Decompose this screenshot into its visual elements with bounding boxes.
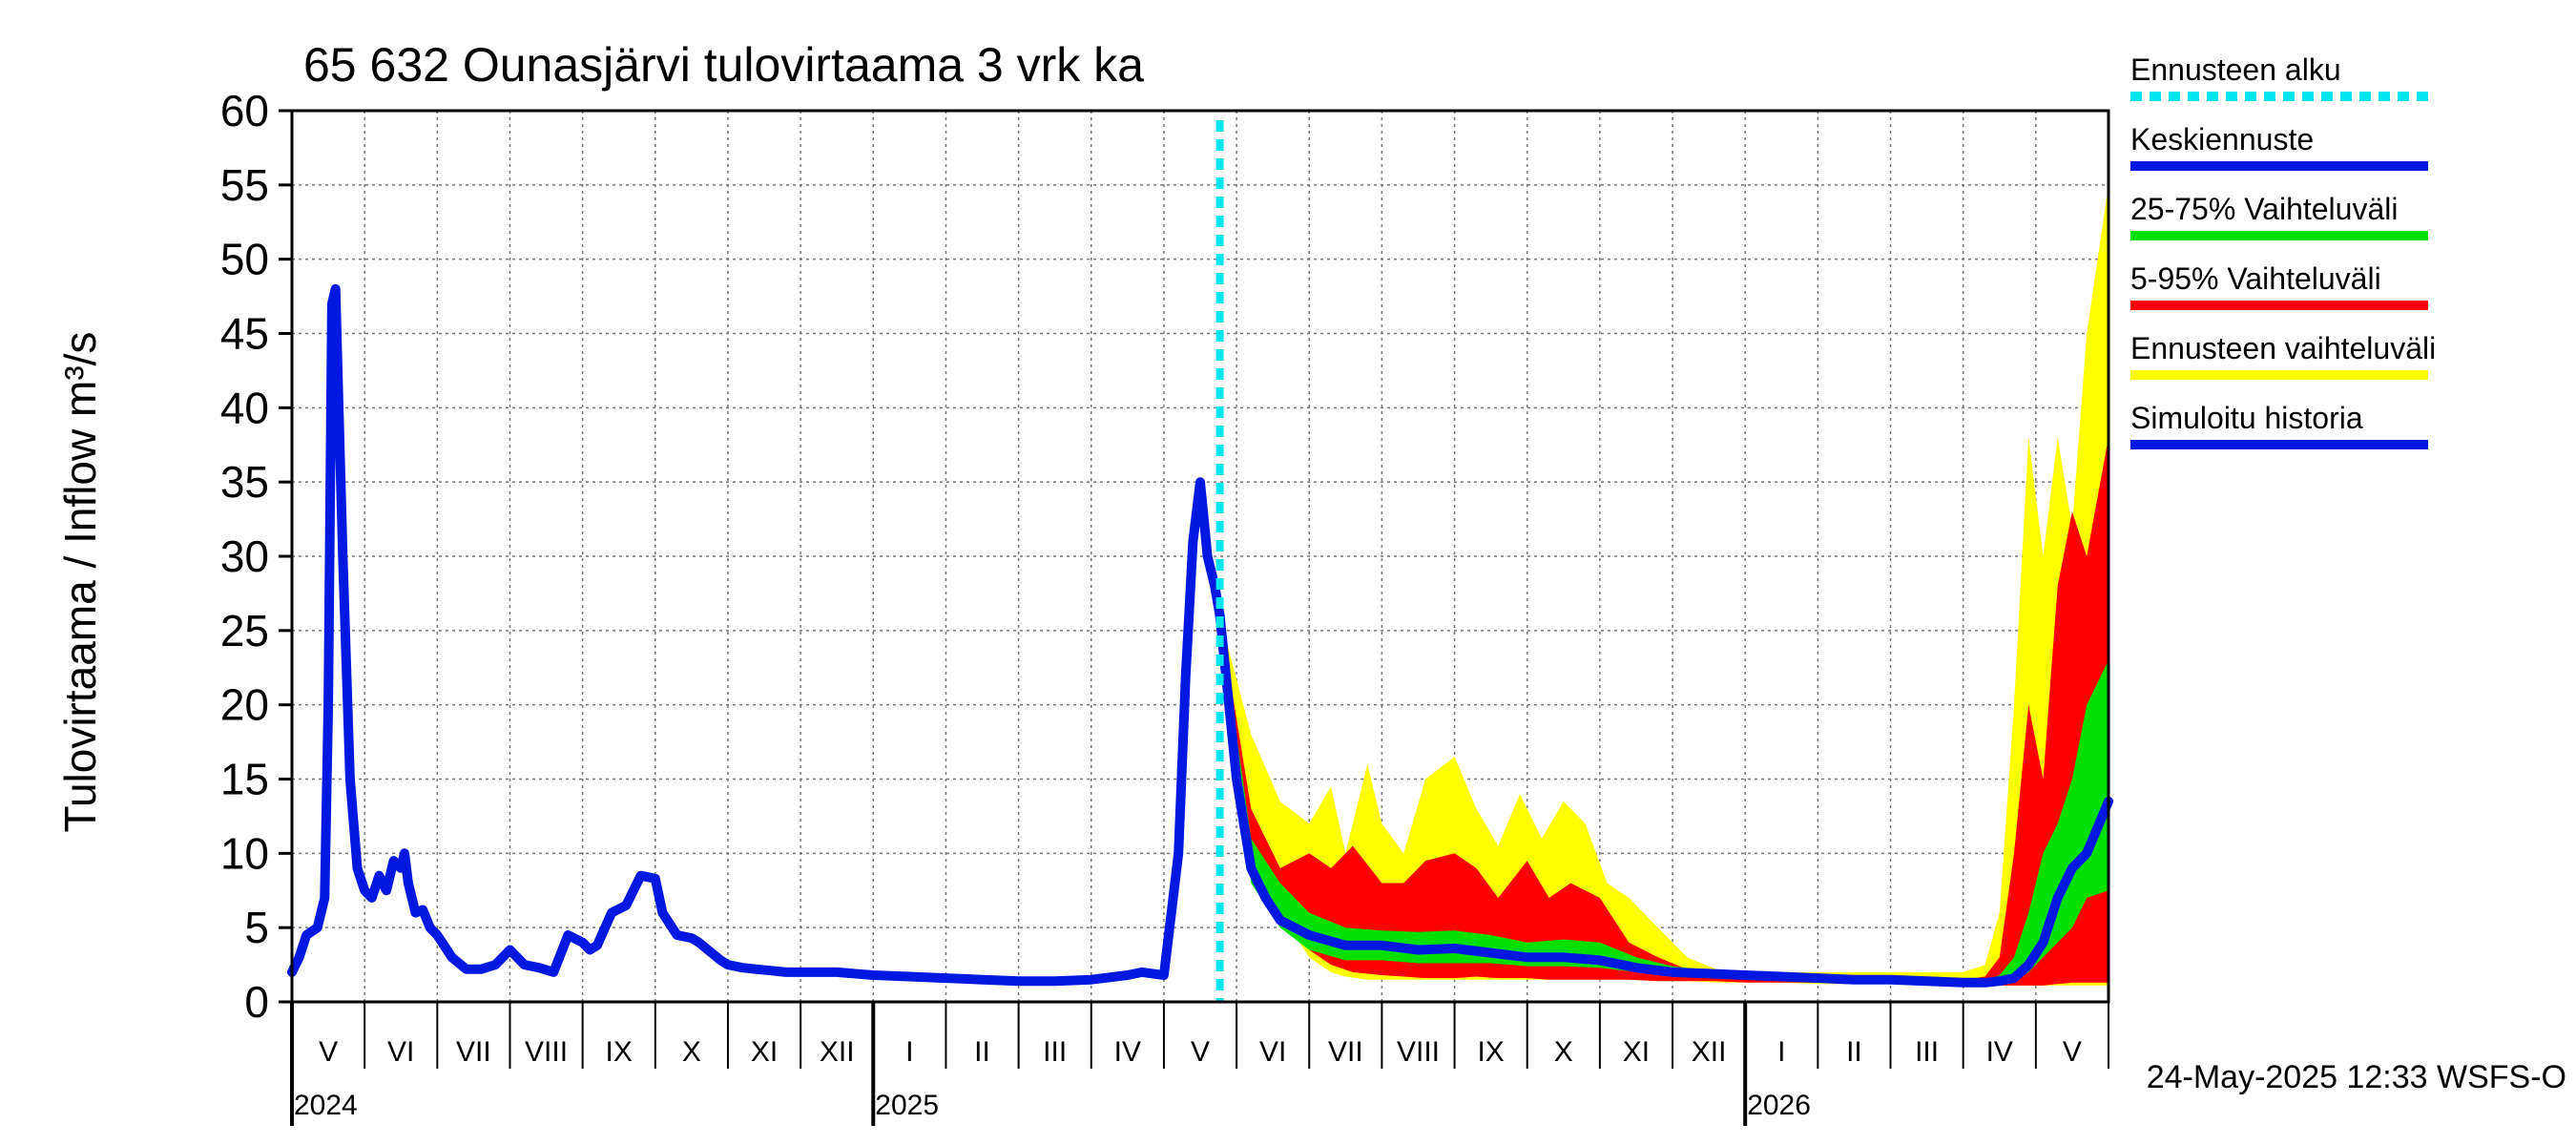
x-month-label: VII <box>456 1036 491 1068</box>
x-month-label: X <box>682 1036 701 1068</box>
x-month-label: IX <box>606 1036 633 1068</box>
y-axis: 0 5 10 15 20 25 30 35 40 45 50 55 60 <box>220 86 292 1027</box>
x-month-label: VIII <box>1397 1036 1440 1068</box>
x-month-label: XI <box>1623 1036 1650 1068</box>
x-month-label: IV <box>1986 1036 2013 1068</box>
x-month-label: V <box>2063 1036 2082 1068</box>
legend: Ennusteen alku Keskiennuste 25-75% Vaihtel… <box>2130 52 2436 449</box>
y-tick-label: 20 <box>220 680 269 730</box>
plot-area <box>287 109 2113 1004</box>
x-month-label: VII <box>1328 1036 1363 1068</box>
x-month-label: X <box>1554 1036 1573 1068</box>
y-tick-label: 50 <box>220 235 269 284</box>
y-tick-label: 40 <box>220 383 269 432</box>
footer-timestamp: 24-May-2025 12:33 WSFS-O <box>2147 1059 2566 1095</box>
x-year-label: 2026 <box>1747 1090 1811 1121</box>
x-month-label: V <box>319 1036 338 1068</box>
x-axis: V VI VII VIII IX X XI XII I II III IV V VI VII VIII IX X X… <box>290 1002 2109 1126</box>
legend-label: Ennusteen vaihteluväli <box>2130 331 2436 365</box>
y-tick-label: 35 <box>220 457 269 507</box>
y-tick-label: 15 <box>220 755 269 804</box>
x-month-label: I <box>1777 1036 1785 1068</box>
y-tick-label: 55 <box>220 160 269 210</box>
y-tick-label: 5 <box>244 903 269 952</box>
x-month-label: II <box>1846 1036 1862 1068</box>
x-month-label: III <box>1043 1036 1067 1068</box>
chart-title: 65 632 Ounasjärvi tulovirtaama 3 vrk ka <box>303 38 1144 92</box>
x-month-label: I <box>905 1036 913 1068</box>
legend-label: 5-95% Vaihteluväli <box>2130 261 2381 296</box>
y-tick-label: 10 <box>220 828 269 878</box>
x-month-label: IX <box>1477 1036 1504 1068</box>
band-25-75-vaihteluv-li <box>1219 615 2109 983</box>
x-month-label: VI <box>1259 1036 1286 1068</box>
y-tick-label: 45 <box>220 309 269 359</box>
x-month-label: XII <box>820 1036 855 1068</box>
x-month-label: IV <box>1114 1036 1141 1068</box>
grid-lines <box>292 111 2109 1002</box>
x-year-label: 2024 <box>294 1090 358 1121</box>
legend-label: 25-75% Vaihteluväli <box>2130 192 2398 226</box>
y-tick-label: 0 <box>244 977 269 1027</box>
x-month-label: III <box>1915 1036 1939 1068</box>
y-tick-label: 25 <box>220 606 269 656</box>
series-keskiennuste <box>1215 611 2113 988</box>
y-tick-label: 60 <box>220 86 269 135</box>
legend-label: Keskiennuste <box>2130 122 2314 156</box>
x-month-label: V <box>1191 1036 1210 1068</box>
y-tick-label: 30 <box>220 531 269 581</box>
x-month-label: II <box>974 1036 990 1068</box>
x-month-label: VIII <box>525 1036 568 1068</box>
band-ennusteen-vaihteluv-li <box>1219 184 2109 986</box>
y-axis-label: Tulovirtaama / Inflow m³/s <box>55 332 105 833</box>
x-month-label: VI <box>387 1036 414 1068</box>
legend-label: Simuloitu historia <box>2130 401 2363 435</box>
x-year-label: 2025 <box>875 1090 939 1121</box>
x-month-label: XII <box>1692 1036 1727 1068</box>
x-month-label: XI <box>751 1036 778 1068</box>
data-lines <box>287 283 2113 988</box>
series-simuloitu-historia <box>287 283 1225 987</box>
legend-label: Ennusteen alku <box>2130 52 2341 87</box>
